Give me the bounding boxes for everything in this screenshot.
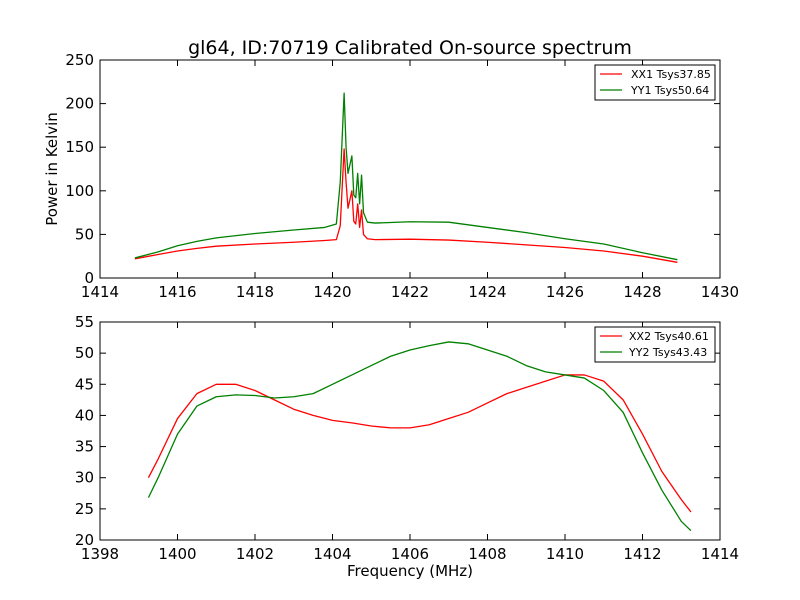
bottom-x-tick-label: 1402 (236, 545, 274, 563)
x-axis-label: Frequency (MHz) (347, 562, 473, 580)
top-x-tick-label: 1414 (81, 283, 119, 301)
legend-label-yy2: YY2 Tsys43.43 (628, 346, 707, 359)
top-series-line-xx1 (134, 148, 678, 263)
bottom-x-tick-label: 1406 (391, 545, 429, 563)
bottom-x-tick-label: 1414 (701, 545, 739, 563)
top-x-tick-label: 1424 (468, 283, 506, 301)
top-x-tick-label: 1418 (236, 283, 274, 301)
top-series-line-yy1 (134, 92, 678, 261)
bottom-series-line-yy2 (147, 341, 692, 532)
legend-label-xx2: XX2 Tsys40.61 (629, 330, 709, 343)
top-x-tick-label: 1420 (313, 283, 351, 301)
bottom-x-tick-label: 1398 (81, 545, 119, 563)
top-y-tick-label: 0 (84, 269, 94, 287)
top-y-tick-label: 250 (65, 51, 94, 69)
top-y-axis-label: Power in Kelvin (43, 112, 61, 226)
top-plot-series-group (134, 92, 678, 263)
top-x-tick-label: 1428 (623, 283, 661, 301)
bottom-x-tick-label: 1400 (158, 545, 196, 563)
bottom-x-tick-label: 1412 (623, 545, 661, 563)
top-y-tick-label: 50 (75, 225, 94, 243)
top-x-tick-label: 1422 (391, 283, 429, 301)
bottom-plot-frame (99, 321, 721, 541)
bottom-x-tick-label: 1410 (546, 545, 584, 563)
top-plot-ticks: 1414 1416 1418 1420 1422 1424 1426 1428 1430 0 50 1… (65, 51, 739, 301)
bottom-y-tick-label: 30 (75, 469, 94, 487)
bottom-y-tick-label: 50 (75, 344, 94, 362)
bottom-y-tick-label: 40 (75, 406, 94, 424)
bottom-y-tick-label: 20 (75, 531, 94, 549)
top-x-tick-label: 1416 (158, 283, 196, 301)
top-plot-frame (99, 59, 721, 279)
bottom-y-tick-label: 55 (75, 313, 94, 331)
bottom-spectrum-plot: 1398 1400 1402 1404 1406 1408 1410 1412 1414 20 25… (75, 313, 739, 580)
top-y-tick-label: 200 (65, 95, 94, 113)
chart-title: gl64, ID:70719 Calibrated On-source spec… (188, 37, 632, 59)
top-legend: XX1 Tsys37.85 YY1 Tsys50.64 (594, 64, 716, 101)
bottom-y-tick-label: 25 (75, 500, 94, 518)
bottom-y-tick-label: 45 (75, 375, 94, 393)
bottom-y-tick-label: 35 (75, 438, 94, 456)
top-spectrum-plot: 1414 1416 1418 1420 1422 1424 1426 1428 1430 0 50 1… (43, 51, 739, 301)
bottom-x-tick-label: 1408 (468, 545, 506, 563)
bottom-legend-box (594, 326, 716, 363)
bottom-plot-ticks: 1398 1400 1402 1404 1406 1408 1410 1412 1414 20 25… (75, 313, 739, 563)
bottom-x-tick-label: 1404 (313, 545, 351, 563)
legend-label-yy1: YY1 Tsys50.64 (630, 84, 709, 97)
bottom-series-line-xx2 (147, 374, 692, 513)
top-x-tick-label: 1426 (546, 283, 584, 301)
top-y-tick-label: 100 (65, 182, 94, 200)
bottom-legend: XX2 Tsys40.61 YY2 Tsys43.43 (594, 326, 716, 363)
top-y-tick-label: 150 (65, 138, 94, 156)
bottom-plot-series-group (147, 341, 692, 532)
top-x-tick-label: 1430 (701, 283, 739, 301)
top-legend-box (594, 64, 716, 101)
legend-label-xx1: XX1 Tsys37.85 (631, 68, 711, 81)
